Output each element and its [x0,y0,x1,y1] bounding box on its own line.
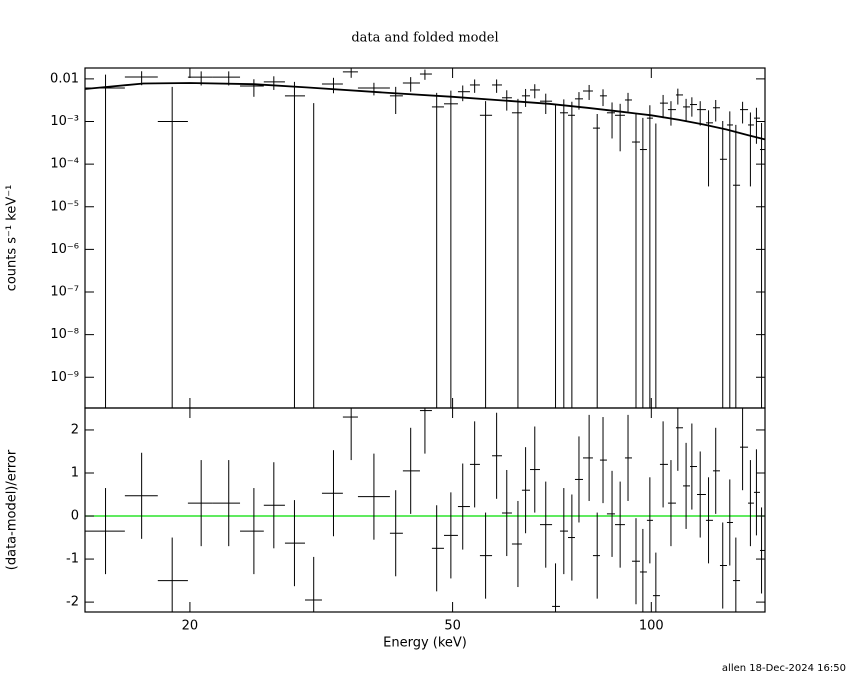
chart-title: data and folded model [351,31,498,46]
y-tick-label: 10⁻³ [50,114,79,129]
x-tick-label: 100 [639,619,664,634]
footer: allen 18-Dec-2024 16:50 [722,663,846,674]
y-axis-label: (data-model)/error [5,449,20,570]
plot-area [85,68,765,408]
panel-frame [84,407,766,613]
x-tick-label: 50 [444,619,461,634]
y-tick-label: 1 [71,465,79,480]
y-tick-label: 10⁻⁹ [50,370,79,385]
y-tick-label: 2 [71,422,79,437]
y-tick-label: -2 [66,595,79,610]
y-tick-label: 10⁻⁷ [50,285,79,300]
y-tick-label: 10⁻⁸ [50,327,79,342]
y-tick-label: 0 [71,509,79,524]
y-tick-label: 10⁻⁶ [50,242,79,257]
x-tick-label: 20 [182,619,199,634]
y-tick-label: -1 [66,552,79,567]
y-axis-label: counts s⁻¹ keV⁻¹ [5,185,20,292]
x-axis-label: Energy (keV) [383,636,467,651]
y-tick-label: 10⁻⁵ [50,199,79,214]
panel-frame [84,67,766,409]
plot-area [85,408,765,612]
y-tick-label: 0.01 [50,71,79,86]
y-tick-label: 10⁻⁴ [50,157,79,172]
model-line [85,82,765,141]
